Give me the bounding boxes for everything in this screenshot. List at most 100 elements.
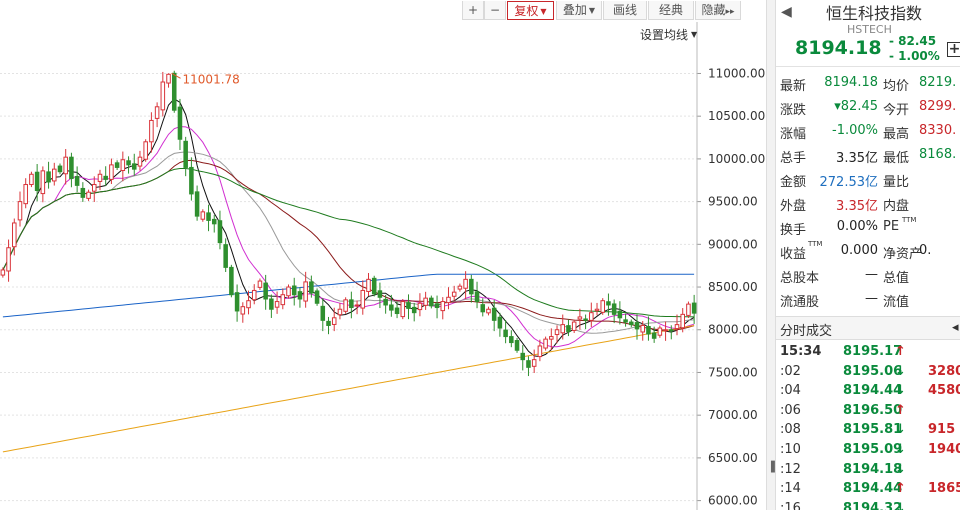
- ttm-superscript: TTM: [808, 240, 823, 248]
- candlestick: [34, 164, 40, 202]
- candle-body: [531, 359, 537, 367]
- trade-price: 8194.32: [843, 500, 903, 510]
- candlestick: [103, 166, 108, 187]
- back-icon[interactable]: ◀: [781, 4, 792, 20]
- candle-body: [331, 317, 337, 325]
- candlestick: [600, 298, 606, 315]
- overlay-label: 叠加: [562, 3, 587, 17]
- zoom-out-button[interactable]: −: [484, 1, 506, 20]
- candlestick: [497, 312, 503, 337]
- arrow-up-icon: ↑: [895, 402, 906, 418]
- candle-body: [46, 171, 51, 183]
- price-change-block: - 82.45 - 1.00%: [889, 34, 940, 64]
- candle-body: [263, 282, 268, 300]
- y-tick-label: 7000.00: [708, 408, 758, 422]
- candlestick: [171, 70, 177, 113]
- candlestick: [634, 314, 640, 340]
- candle-body: [406, 302, 411, 309]
- candlestick: [417, 293, 423, 317]
- candlestick: [360, 280, 366, 315]
- candle-body: [520, 352, 526, 361]
- sidebar-collapse-handle[interactable]: ▐: [766, 0, 776, 510]
- candlestick: [377, 282, 383, 309]
- trade-time: 15:34: [780, 344, 822, 359]
- overlay-button[interactable]: 叠加 ▼: [556, 1, 602, 20]
- candle-body: [131, 163, 137, 170]
- candlestick: [46, 161, 51, 189]
- candle-body: [434, 303, 440, 309]
- y-tick-label: 10500.00: [708, 109, 765, 123]
- quote-label: 今开: [883, 103, 910, 118]
- candle-body: [651, 332, 657, 339]
- classic-view-button[interactable]: 经典: [648, 1, 694, 20]
- ma-line: [2, 98, 695, 358]
- trade-volume: 915: [928, 422, 956, 438]
- candle-body: [360, 289, 366, 309]
- candlestick: [183, 136, 188, 177]
- candle-body: [577, 316, 583, 320]
- quote-label: 外盘: [780, 199, 807, 214]
- candlestick: [189, 157, 194, 201]
- candle-body: [526, 360, 531, 368]
- arrow-down-icon: ↓: [895, 442, 906, 457]
- candlestick: [457, 283, 463, 292]
- candle-body: [154, 106, 160, 119]
- candlestick: [160, 71, 166, 117]
- trade-time: :02: [780, 363, 801, 379]
- candlestick: [303, 271, 308, 308]
- kline-chart[interactable]: 11000.00 10500.00 10000.00 9500.00 9000.00 85…: [0, 0, 766, 510]
- candle-body: [0, 269, 6, 276]
- candlestick: [109, 158, 114, 185]
- draw-line-button[interactable]: 画线: [603, 1, 647, 20]
- candlestick: [29, 171, 34, 188]
- candle-body: [274, 301, 280, 308]
- index-code: HSTECH: [847, 23, 892, 36]
- chart-area[interactable]: 11000.00 10500.00 10000.00 9500.00 9000.00 85…: [0, 0, 766, 510]
- y-tick-label: 8000.00: [708, 323, 758, 337]
- quote-label: 总股本: [780, 271, 820, 286]
- y-tick-label: 6000.00: [708, 494, 758, 508]
- candle-body: [257, 280, 263, 288]
- candle-body: [251, 289, 257, 301]
- grid-layer: [0, 72, 697, 502]
- candlestick: [554, 325, 560, 344]
- candlestick: [440, 297, 446, 320]
- candlestick: [531, 349, 537, 373]
- candlestick: [91, 176, 97, 202]
- zoom-in-button[interactable]: +: [462, 1, 484, 20]
- candlestick: [629, 319, 634, 328]
- candle-body: [97, 173, 103, 182]
- candlestick: [229, 264, 234, 298]
- candle-body: [34, 171, 40, 192]
- y-tick-label: 10000.00: [708, 152, 765, 166]
- quote-row: 涨跌 ▾82.45 今开 8299.: [776, 99, 960, 121]
- candle-body: [571, 321, 577, 331]
- ma-setting-dropdown[interactable]: 设置均线 ▼: [640, 26, 697, 43]
- quote-label: 涨幅: [780, 127, 807, 142]
- candlestick: [251, 284, 257, 305]
- candlestick: [177, 98, 183, 151]
- candle-body: [6, 247, 11, 272]
- quote-value: 8194.18: [824, 75, 878, 90]
- trade-time: :04: [780, 383, 801, 399]
- add-watchlist-button[interactable]: +: [947, 41, 960, 57]
- candlestick: [691, 294, 697, 324]
- candle-body: [303, 281, 308, 302]
- candlestick: [537, 339, 543, 362]
- hide-panel-button[interactable]: 隐藏▸▸: [695, 1, 741, 20]
- quote-value: 8299.: [919, 99, 957, 114]
- candle-body: [143, 141, 148, 160]
- adjust-price-button[interactable]: 复权 ▼: [507, 1, 554, 20]
- candle-body: [429, 297, 434, 307]
- candle-body: [189, 166, 194, 195]
- time-sales-row: :02 8195.06 ↓ 3280: [776, 364, 960, 383]
- arrow-down-icon: ↓: [895, 500, 906, 510]
- quote-value: ▾82.45: [834, 99, 878, 114]
- quote-row: 流通股 — 流值: [776, 291, 960, 313]
- candle-body: [177, 106, 183, 140]
- expand-icon[interactable]: ◂: [952, 320, 959, 335]
- candlestick: [543, 336, 548, 351]
- candle-body: [486, 308, 491, 314]
- candle-body: [663, 329, 668, 332]
- quote-value: 272.53亿: [819, 175, 879, 190]
